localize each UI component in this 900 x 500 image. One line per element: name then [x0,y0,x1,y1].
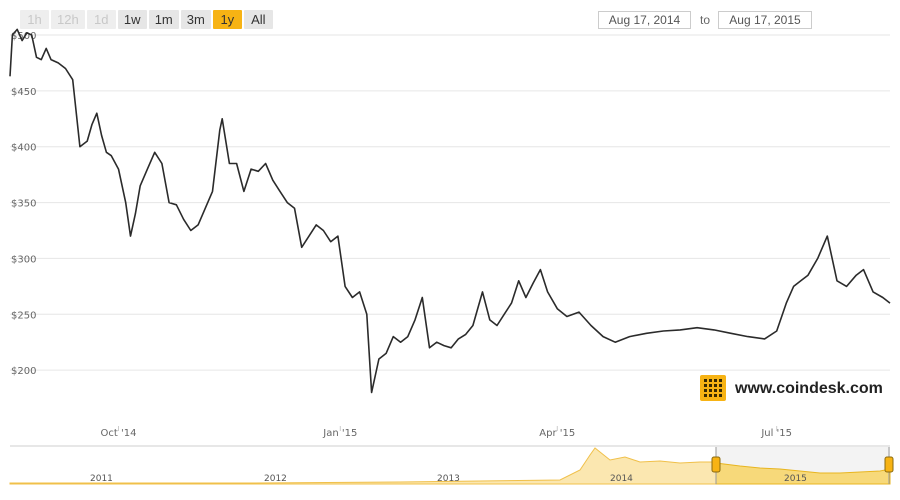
y-axis-ticks: $200$250$300$350$400$450$500 [11,31,36,377]
range-1m-button[interactable]: 1m [148,10,179,29]
logo-dot [709,384,712,387]
date-to-input[interactable]: Aug 17, 2015 [718,11,812,29]
coindesk-logo-dots [704,379,722,397]
logo-dot [714,379,717,382]
nav-tick-2014: 2014 [610,474,633,484]
navigator[interactable]: 2011 2012 2013 2014 2015 [9,447,894,485]
logo-dot [709,389,712,392]
range-all-button[interactable]: All [243,10,273,29]
navigator-year-ticks: 2011 2012 2013 2014 2015 [90,474,807,484]
x-tick-label: Jan '15 [322,428,357,439]
watermark: www.coindesk.com [700,375,883,401]
logo-dot [714,389,717,392]
nav-tick-2012: 2012 [264,474,287,484]
logo-dot [704,379,707,382]
logo-dot [719,394,722,397]
y-tick-label: $350 [11,199,36,210]
y-tick-label: $450 [11,87,36,98]
nav-tick-2013: 2013 [437,474,460,484]
logo-dot [719,384,722,387]
x-tick-label: Apr '15 [539,428,575,439]
navigator-right-handle[interactable] [884,447,894,484]
navigator-left-handle[interactable] [711,447,721,484]
logo-dot [709,379,712,382]
range-3m-button[interactable]: 3m [180,10,211,29]
date-from-input[interactable]: Aug 17, 2014 [598,11,691,29]
y-tick-label: $400 [11,143,36,154]
range-1w-button[interactable]: 1w [117,10,147,29]
logo-dot [704,384,707,387]
x-axis-ticks: Oct '14 Jan '15 Apr '15 Jul '15 [101,426,792,439]
nav-tick-2015: 2015 [784,474,807,484]
price-series-line [9,28,891,394]
logo-dot [709,394,712,397]
date-to-label: to [700,13,711,27]
series-group [9,28,891,394]
logo-dot [714,394,717,397]
y-tick-label: $250 [11,310,36,321]
range-1d-button[interactable]: 1d [86,10,116,29]
logo-dot [704,394,707,397]
grid-lines [10,34,890,371]
range-1h-button[interactable]: 1h [20,10,49,29]
range-12h-button[interactable]: 12h [51,10,85,29]
watermark-text: www.coindesk.com [734,380,883,397]
logo-dot [719,379,722,382]
navigator-selected-area [715,462,891,485]
coindesk-logo-icon [700,375,726,401]
x-tick-label: Oct '14 [101,428,137,439]
y-tick-label: $300 [11,254,36,265]
time-range-selector: 1h 12h 1d 1w 1m 3m 1y All [20,10,275,29]
nav-tick-2011: 2011 [90,474,113,484]
logo-dot [704,389,707,392]
logo-dot [714,384,717,387]
range-1y-button[interactable]: 1y [212,10,242,29]
y-tick-label: $200 [11,366,36,377]
x-tick-label: Jul '15 [760,428,792,439]
logo-dot [719,389,722,392]
